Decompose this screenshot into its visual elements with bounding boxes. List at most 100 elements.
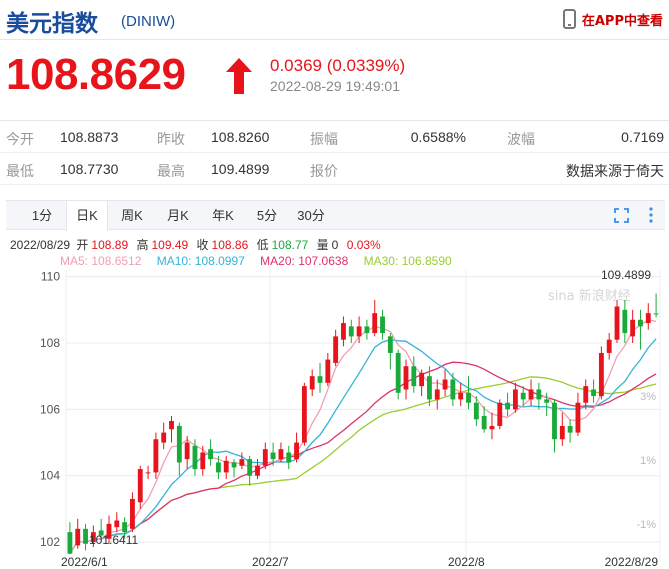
candle-body bbox=[169, 420, 174, 430]
candle-body bbox=[380, 316, 385, 334]
y-tick-label: 110 bbox=[41, 270, 60, 284]
stat-value-amplitude: 0.6588% bbox=[410, 129, 466, 145]
symbol-code: (DINIW) bbox=[121, 13, 176, 30]
candle-body bbox=[145, 472, 151, 474]
up-arrow-icon bbox=[226, 58, 252, 94]
candle-body bbox=[466, 392, 471, 403]
stat-label-high: 最高 bbox=[157, 163, 185, 179]
fullscreen-icon[interactable] bbox=[614, 208, 629, 223]
candle-body bbox=[364, 326, 370, 334]
candle-body bbox=[122, 522, 128, 533]
price-change: 0.0369 (0.0339%) bbox=[270, 56, 406, 75]
ma20-label: MA20: 107.0638 bbox=[260, 254, 349, 268]
candle-body bbox=[606, 339, 612, 353]
x-tick-label: 2022/8 bbox=[448, 555, 485, 569]
kline-vol-label: 量 bbox=[316, 238, 329, 252]
stat-label-low: 最低 bbox=[6, 163, 34, 179]
ma-legend: MA5: 108.6512 MA10: 108.0997 MA20: 107.0… bbox=[60, 254, 464, 268]
kline-high: 109.49 bbox=[151, 238, 189, 252]
y-tick-label: 108 bbox=[40, 336, 60, 350]
candle-body bbox=[544, 399, 550, 403]
stat-label-quote: 报价 bbox=[310, 163, 338, 179]
y-tick-label: 102 bbox=[40, 535, 60, 549]
open-in-app-label: 在APP中查看 bbox=[581, 13, 663, 29]
x-tick-label: 2022/6/1 bbox=[61, 555, 108, 569]
candle-body bbox=[645, 313, 651, 324]
candle-body bbox=[262, 449, 268, 466]
candle-body bbox=[458, 392, 464, 400]
candle-body bbox=[395, 352, 401, 393]
candle-body bbox=[638, 319, 643, 327]
candle-body bbox=[583, 386, 589, 403]
candle-body bbox=[231, 462, 237, 468]
candle-body bbox=[505, 402, 511, 410]
candle-body bbox=[528, 389, 534, 400]
tab-weekly-k[interactable]: 周K bbox=[121, 208, 143, 223]
candle-body bbox=[325, 359, 331, 383]
candle-body bbox=[559, 425, 565, 440]
kline-open: 108.89 bbox=[91, 238, 129, 252]
pct-tick-label: -1% bbox=[636, 519, 656, 531]
candle-body bbox=[192, 445, 198, 470]
candle-body bbox=[473, 402, 479, 420]
kline-high-label: 高 bbox=[136, 238, 149, 252]
min-value-label: 101.6411 bbox=[89, 533, 138, 547]
candle-body bbox=[278, 449, 284, 460]
stat-value-prev-close: 108.8260 bbox=[211, 129, 270, 145]
candle-body bbox=[67, 532, 73, 554]
candle-body bbox=[387, 336, 393, 353]
stat-value-range: 0.7169 bbox=[621, 129, 664, 145]
candle-body bbox=[75, 528, 81, 546]
kline-close: 108.86 bbox=[211, 238, 249, 252]
candle-body bbox=[614, 306, 620, 340]
candle-body bbox=[489, 425, 495, 430]
candle-body bbox=[301, 386, 307, 443]
kline-volume: 0 bbox=[331, 238, 339, 252]
candle-body bbox=[512, 389, 518, 410]
candle-body bbox=[83, 528, 88, 544]
candle-body bbox=[98, 530, 104, 536]
candlestick-chart[interactable]: 110 108 106 104 102 3% 1% -1% sina 新浪财经 109.4899 1… bbox=[0, 262, 669, 569]
stats-table: 今开 108.8873 昨收 108.8260 振幅 0.6588% 波幅 0.… bbox=[0, 120, 669, 185]
candle-body bbox=[153, 439, 159, 473]
candle-body bbox=[481, 416, 487, 430]
more-vertical-icon[interactable] bbox=[649, 207, 653, 223]
tab-daily-k[interactable]: 日K bbox=[66, 201, 108, 231]
tab-monthly-k[interactable]: 月K bbox=[167, 208, 189, 223]
tab-yearly-k[interactable]: 年K bbox=[212, 208, 234, 223]
candle-body bbox=[630, 319, 636, 337]
candle-body bbox=[223, 460, 229, 473]
candle-body bbox=[552, 402, 557, 440]
page-title: 美元指数 bbox=[6, 11, 98, 37]
candle-body bbox=[653, 313, 659, 315]
kline-info: 2022/08/29 开 108.89 高 109.49 收 108.86 低 108.… bbox=[10, 236, 386, 253]
kline-open-label: 开 bbox=[76, 238, 89, 252]
candle-body bbox=[403, 366, 409, 390]
pct-tick-label: 1% bbox=[640, 455, 656, 467]
stats-row: 今开 108.8873 昨收 108.8260 振幅 0.6588% 波幅 0.… bbox=[0, 121, 669, 153]
candle-body bbox=[341, 323, 346, 340]
stat-label-amplitude: 振幅 bbox=[310, 131, 338, 147]
candle-body bbox=[348, 326, 354, 337]
candle-body bbox=[520, 392, 526, 400]
candle-body bbox=[434, 389, 440, 400]
kline-low-label: 低 bbox=[256, 238, 269, 252]
stats-row: 最低 108.7730 最高 109.4899 报价 数据来源于倚天 bbox=[0, 153, 669, 185]
ma20-line bbox=[69, 361, 657, 555]
candle-body bbox=[215, 462, 221, 473]
candle-body bbox=[598, 352, 604, 397]
kline-low: 108.77 bbox=[271, 238, 309, 252]
tab-1min[interactable]: 1分 bbox=[31, 208, 53, 223]
tab-30min[interactable]: 30分 bbox=[297, 208, 325, 223]
open-in-app-link[interactable]: 在APP中查看 bbox=[562, 9, 663, 29]
ma30-label: MA30: 106.8590 bbox=[363, 254, 452, 268]
y-tick-label: 104 bbox=[40, 469, 60, 483]
candle-body bbox=[450, 379, 456, 400]
tab-5min[interactable]: 5分 bbox=[256, 208, 278, 223]
candle-body bbox=[137, 469, 143, 503]
stat-value-open: 108.8873 bbox=[60, 129, 119, 145]
candle-body bbox=[270, 452, 276, 460]
period-tabs: 1分 日K 周K 月K 年K 5分 30分 bbox=[6, 200, 665, 231]
quote-time: 2022-08-29 19:49:01 bbox=[270, 78, 400, 94]
candle-body bbox=[255, 465, 260, 476]
